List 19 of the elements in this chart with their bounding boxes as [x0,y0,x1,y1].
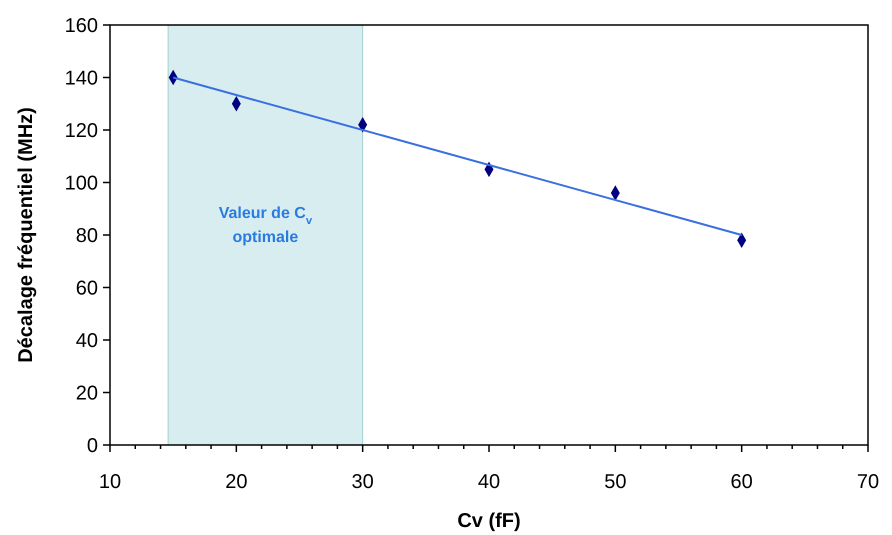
y-tick-label: 140 [64,68,98,90]
y-tick-label: 60 [76,278,98,300]
y-tick-label: 120 [64,120,98,142]
x-tick-label: 10 [98,471,122,493]
x-tick-label: 20 [225,471,248,493]
band-label: Valeur de C$_{v}$ optimale [218,205,313,246]
y-tick-label: 0 [86,435,98,457]
y-tick-label: 80 [76,225,98,247]
y-tick-label: 40 [76,330,98,352]
y-tick-label: 160 [64,15,98,37]
y-tick-label: 100 [64,172,98,194]
x-tick-label: 30 [352,471,374,493]
y-tick-label: 20 [76,382,98,404]
x-tick-label: 50 [604,471,626,493]
x-tick-label: 70 [856,471,880,493]
y-axis-title: Décalage fréquentiel (MHz) [15,107,37,363]
x-tick-label: 60 [730,471,753,493]
x-tick-label: 40 [478,471,500,493]
x-axis-title: Cv (fF) [457,510,521,532]
